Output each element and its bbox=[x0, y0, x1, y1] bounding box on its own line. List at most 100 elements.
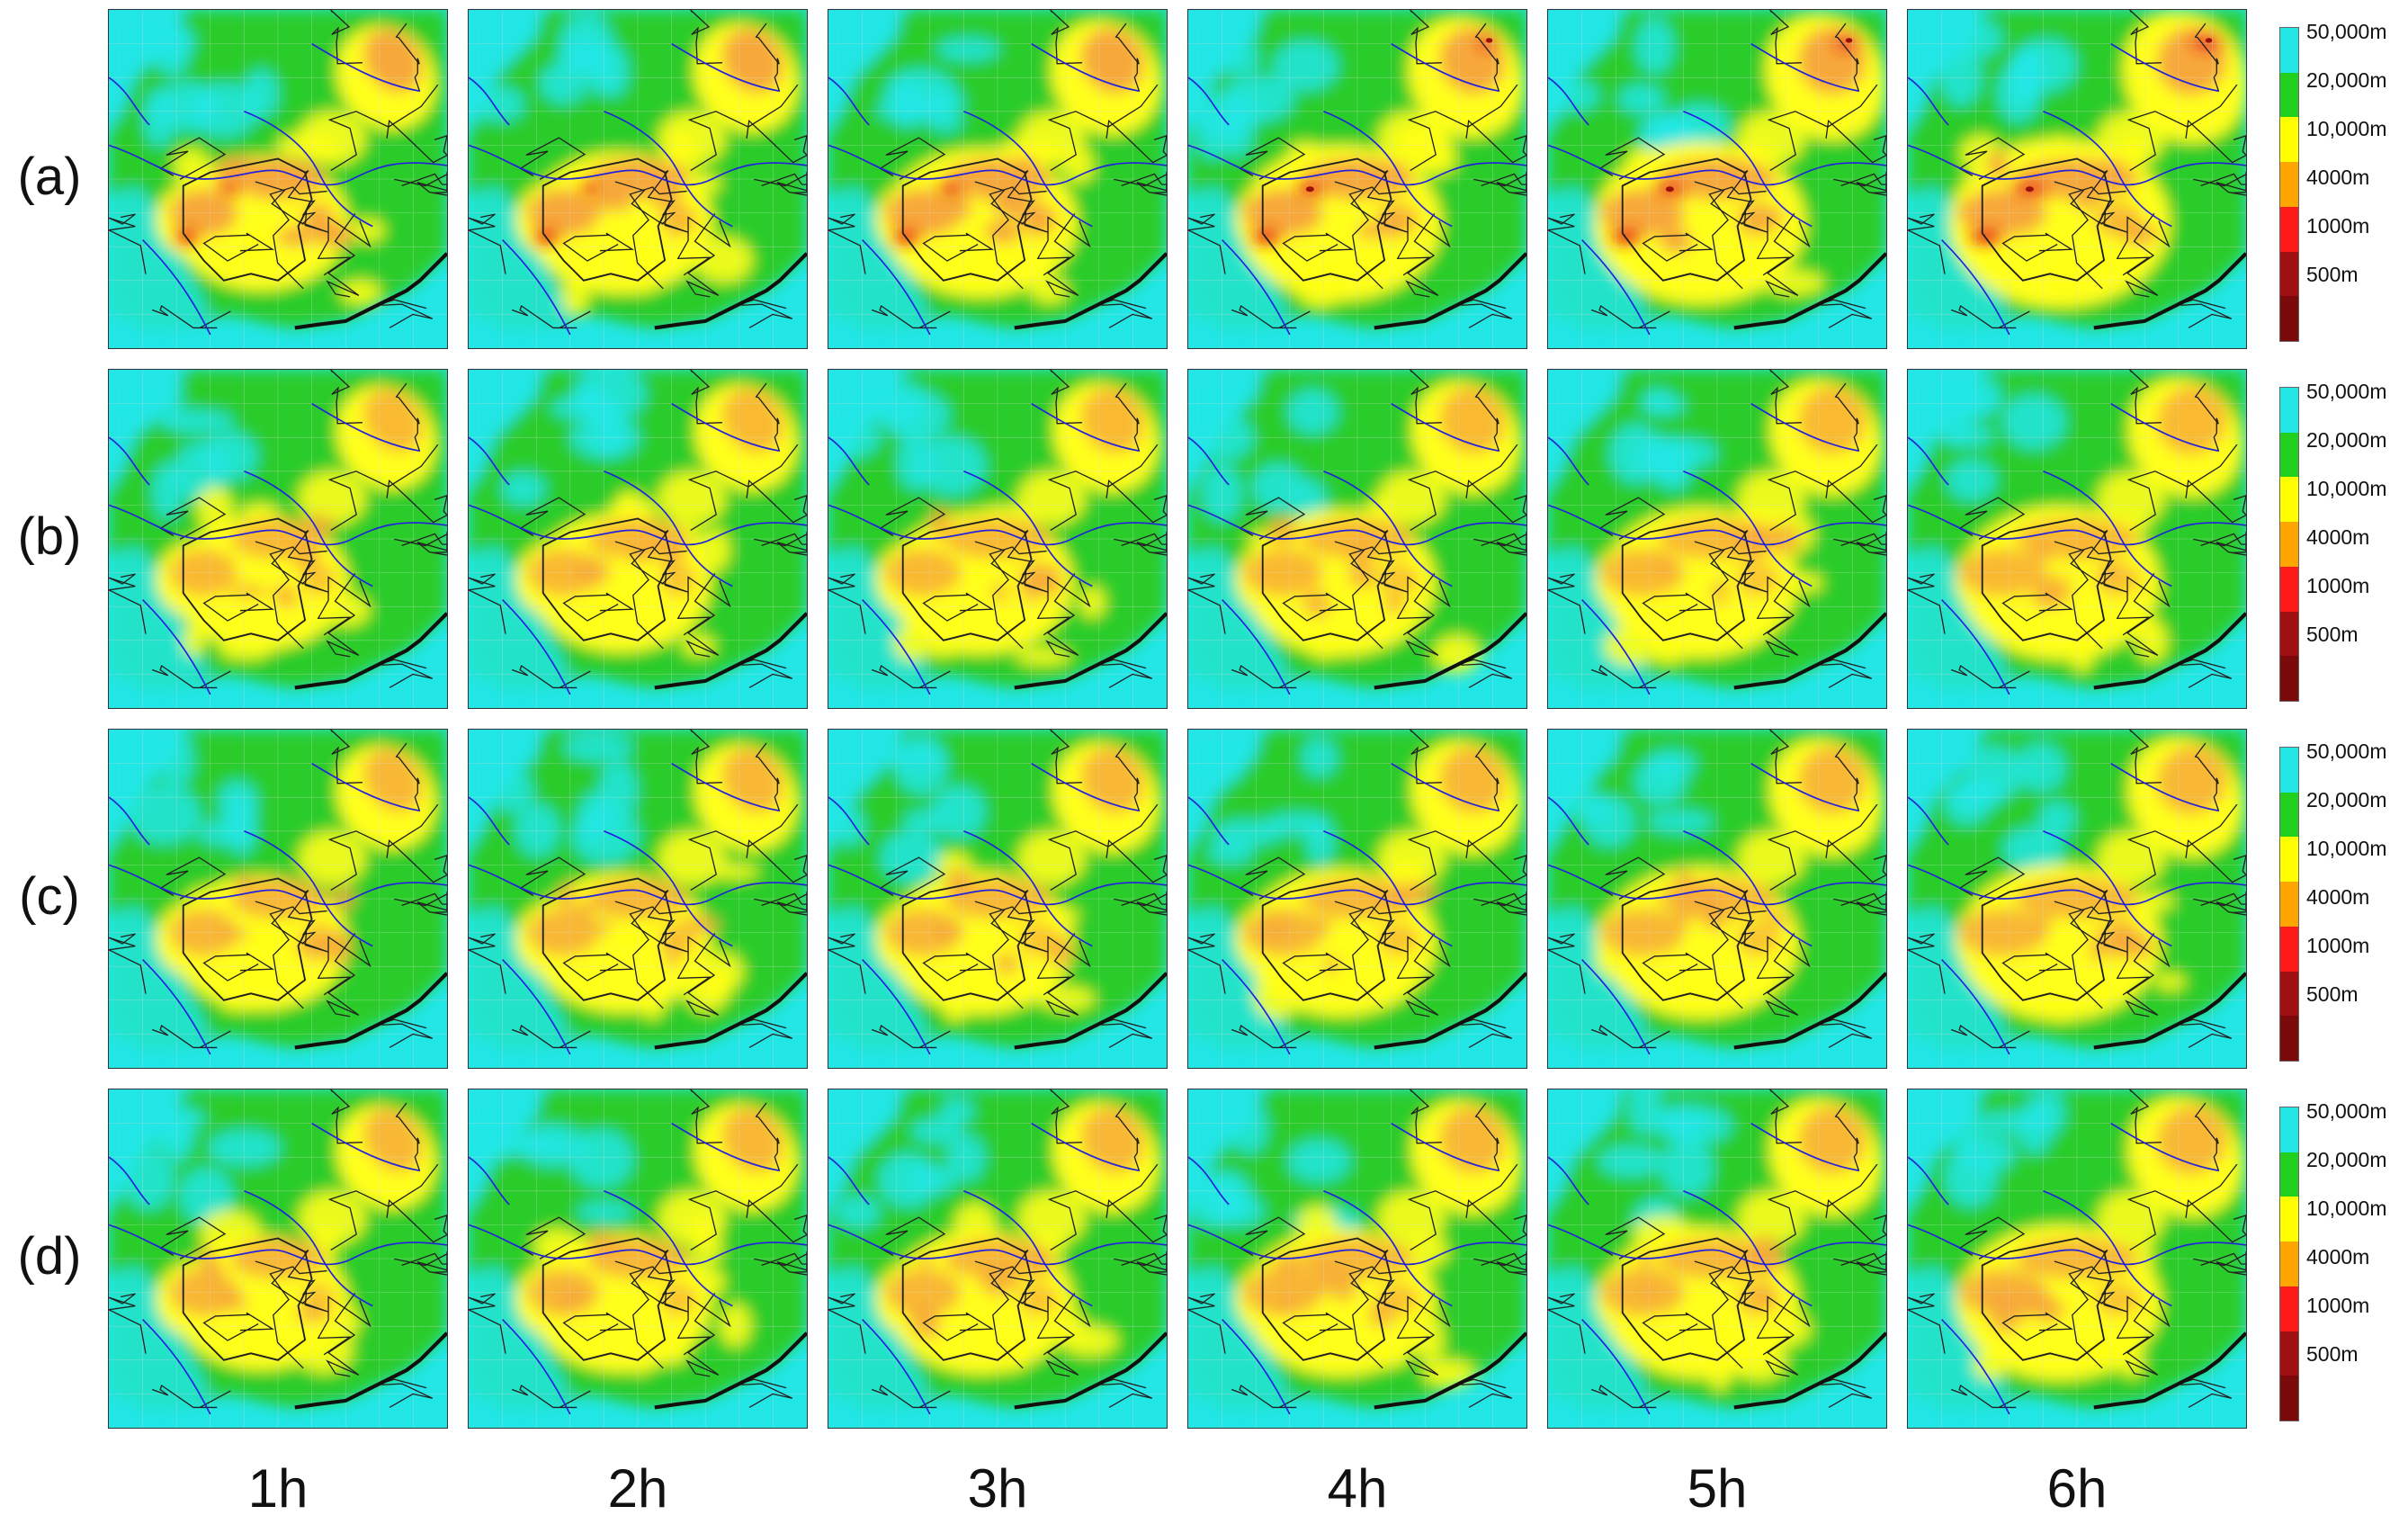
map-panel bbox=[1907, 729, 2247, 1069]
colorbar-segment bbox=[2280, 1016, 2298, 1062]
forecast-map bbox=[828, 1089, 1167, 1428]
forecast-map bbox=[469, 370, 807, 708]
column-label: 6h bbox=[2046, 1458, 2108, 1519]
forecast-map bbox=[1908, 10, 2246, 348]
colorbar-segment bbox=[2280, 72, 2298, 118]
column-label: 2h bbox=[607, 1458, 668, 1519]
row-label: (b) bbox=[17, 507, 82, 566]
colorbar-label: 1000m bbox=[2306, 934, 2370, 957]
colorbar-segment bbox=[2280, 1286, 2298, 1331]
colorbar-segment bbox=[2280, 296, 2298, 342]
forecast-map bbox=[469, 730, 807, 1068]
forecast-map bbox=[828, 10, 1167, 348]
colorbar-label: 4000m bbox=[2306, 885, 2370, 909]
colorbar-segment bbox=[2280, 162, 2298, 207]
forecast-map bbox=[828, 730, 1167, 1068]
colorbar-label: 4000m bbox=[2306, 1245, 2370, 1269]
map-panel bbox=[468, 729, 808, 1069]
colorbar bbox=[2279, 27, 2299, 342]
colorbar-label: 50,000m bbox=[2306, 20, 2387, 43]
map-panel bbox=[828, 1089, 1168, 1429]
forecast-map bbox=[1908, 730, 2246, 1068]
colorbar-segment bbox=[2280, 206, 2298, 252]
colorbar-segment bbox=[2280, 611, 2298, 657]
colorbar-label: 4000m bbox=[2306, 166, 2370, 189]
colorbar-segment bbox=[2280, 1152, 2298, 1197]
colorbar-segment bbox=[2280, 1376, 2298, 1421]
colorbar-segment bbox=[2280, 1331, 2298, 1376]
map-panel bbox=[1547, 369, 1887, 709]
colorbar-label: 20,000m bbox=[2306, 788, 2387, 811]
row-label: (a) bbox=[17, 148, 82, 206]
forecast-map bbox=[1908, 1089, 2246, 1428]
forecast-map bbox=[109, 370, 447, 708]
map-panel bbox=[468, 9, 808, 349]
colorbar-label: 20,000m bbox=[2306, 1148, 2387, 1171]
column-label: 5h bbox=[1687, 1458, 1748, 1519]
colorbar-segment bbox=[2280, 1242, 2298, 1286]
colorbar-label: 50,000m bbox=[2306, 380, 2387, 403]
colorbar-segment bbox=[2280, 28, 2298, 73]
map-panel bbox=[108, 369, 448, 709]
colorbar-label: 500m bbox=[2306, 263, 2359, 286]
forecast-map bbox=[1188, 10, 1526, 348]
forecast-map bbox=[1188, 730, 1526, 1068]
colorbar-segment bbox=[2280, 1197, 2298, 1242]
colorbar-label: 50,000m bbox=[2306, 740, 2387, 763]
row-label: (d) bbox=[17, 1227, 82, 1286]
forecast-map bbox=[1548, 730, 1886, 1068]
colorbar-segment bbox=[2280, 388, 2298, 433]
colorbar-segment bbox=[2280, 1107, 2298, 1152]
colorbar-label: 1000m bbox=[2306, 574, 2370, 597]
forecast-map bbox=[1188, 1089, 1526, 1428]
colorbar-label: 10,000m bbox=[2306, 477, 2387, 500]
forecast-map bbox=[469, 10, 807, 348]
colorbar-label: 500m bbox=[2306, 1342, 2359, 1366]
colorbar-segment bbox=[2280, 566, 2298, 612]
map-panel bbox=[1187, 9, 1527, 349]
colorbar-segment bbox=[2280, 837, 2298, 883]
colorbar-label: 4000m bbox=[2306, 525, 2370, 549]
colorbar-label: 500m bbox=[2306, 623, 2359, 646]
row-label: (c) bbox=[19, 867, 80, 926]
column-label: 4h bbox=[1327, 1458, 1388, 1519]
map-panel bbox=[108, 729, 448, 1069]
colorbar-segment bbox=[2280, 882, 2298, 927]
colorbar-label: 500m bbox=[2306, 982, 2359, 1006]
forecast-map bbox=[469, 1089, 807, 1428]
map-panel bbox=[1907, 1089, 2247, 1429]
colorbar-segment bbox=[2280, 432, 2298, 478]
colorbar-segment bbox=[2280, 971, 2298, 1017]
map-panel bbox=[108, 1089, 448, 1429]
forecast-map bbox=[1548, 1089, 1886, 1428]
colorbar-segment bbox=[2280, 251, 2298, 297]
map-panel bbox=[1187, 1089, 1527, 1429]
forecast-map bbox=[109, 10, 447, 348]
colorbar-label: 20,000m bbox=[2306, 68, 2387, 92]
colorbar-segment bbox=[2280, 792, 2298, 838]
map-panel bbox=[1187, 729, 1527, 1069]
map-panel bbox=[1907, 369, 2247, 709]
colorbar-label: 50,000m bbox=[2306, 1099, 2387, 1123]
colorbar-label: 10,000m bbox=[2306, 837, 2387, 860]
colorbar-label: 10,000m bbox=[2306, 117, 2387, 140]
map-panel bbox=[1907, 9, 2247, 349]
forecast-map bbox=[1548, 370, 1886, 708]
colorbar-segment bbox=[2280, 748, 2298, 793]
forecast-map bbox=[1188, 370, 1526, 708]
map-panel bbox=[108, 9, 448, 349]
colorbar bbox=[2279, 387, 2299, 702]
column-label: 3h bbox=[967, 1458, 1028, 1519]
map-panel bbox=[1547, 9, 1887, 349]
colorbar-segment bbox=[2280, 926, 2298, 972]
colorbar-segment bbox=[2280, 117, 2298, 163]
forecast-map bbox=[109, 1089, 447, 1428]
colorbar-segment bbox=[2280, 477, 2298, 523]
map-panel bbox=[1547, 1089, 1887, 1429]
colorbar bbox=[2279, 1107, 2299, 1421]
column-label: 1h bbox=[247, 1458, 309, 1519]
map-panel bbox=[468, 1089, 808, 1429]
colorbar-label: 10,000m bbox=[2306, 1197, 2387, 1220]
map-panel bbox=[468, 369, 808, 709]
colorbar-label: 1000m bbox=[2306, 214, 2370, 238]
